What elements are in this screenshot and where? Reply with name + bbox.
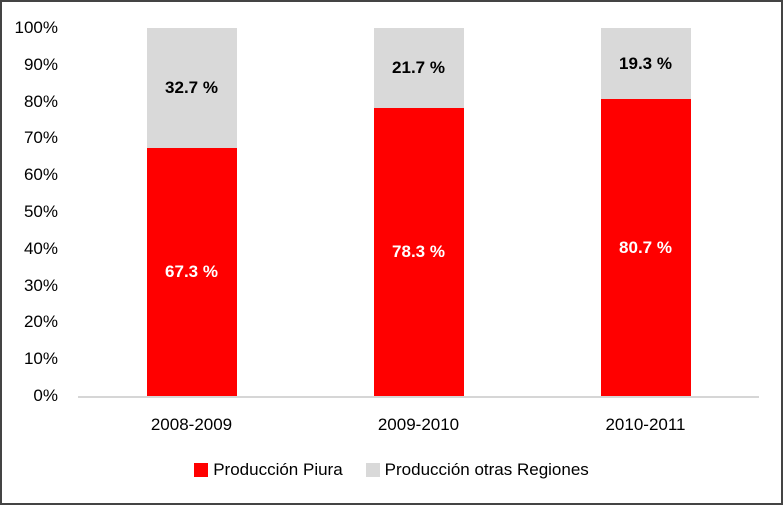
bar-value-label: 19.3 % bbox=[619, 53, 672, 73]
legend-label: Producción Piura bbox=[213, 460, 343, 479]
x-axis-label: 2010-2011 bbox=[605, 415, 686, 434]
x-axis-label: 2008-2009 bbox=[150, 415, 233, 434]
legend-item: Producción Piura bbox=[194, 460, 343, 480]
stacked-bar: 32.7 % 67.3 % bbox=[146, 28, 237, 396]
legend-swatch-icon bbox=[365, 463, 380, 477]
bar-value-label: 67.3 % bbox=[165, 262, 218, 282]
y-axis-tick-label: 80% bbox=[23, 91, 58, 111]
bar-slot: 21.7 % 78.3 % bbox=[305, 28, 532, 396]
bar-segment: 67.3 % bbox=[146, 148, 237, 396]
bar-value-label: 78.3 % bbox=[392, 241, 445, 261]
legend-item: Producción otras Regiones bbox=[365, 460, 589, 480]
stacked-bar: 21.7 % 78.3 % bbox=[373, 28, 464, 396]
bar-segment: 78.3 % bbox=[373, 107, 464, 396]
y-axis-tick-label: 90% bbox=[23, 54, 58, 74]
bar-segment: 19.3 % bbox=[600, 28, 691, 100]
bar-segment: 32.7 % bbox=[146, 28, 237, 149]
bar-slot: 19.3 % 80.7 % bbox=[532, 28, 759, 396]
stacked-bar: 19.3 % 80.7 % bbox=[600, 28, 691, 396]
y-axis-tick-label: 60% bbox=[23, 165, 58, 185]
bars-layer: 32.7 % 67.3 % 21.7 % 78.3 % 19.3 % 80.7 % bbox=[78, 28, 759, 396]
y-axis-tick-label: 0% bbox=[33, 386, 58, 405]
bar-segment: 21.7 % bbox=[373, 28, 464, 108]
x-axis-label: 2009-2010 bbox=[377, 415, 460, 434]
bar-slot: 32.7 % 67.3 % bbox=[78, 28, 305, 396]
y-axis-tick-label: 30% bbox=[23, 275, 58, 295]
legend-label: Producción otras Regiones bbox=[384, 460, 589, 479]
bar-value-label: 32.7 % bbox=[165, 78, 218, 98]
bar-value-label: 80.7 % bbox=[619, 237, 672, 257]
x-axis: 2008-2009 2009-2010 2010-2011 bbox=[78, 414, 759, 436]
bar-value-label: 21.7 % bbox=[392, 57, 445, 77]
legend-swatch-icon bbox=[194, 463, 209, 477]
plot-area: 32.7 % 67.3 % 21.7 % 78.3 % 19.3 % 80.7 % bbox=[78, 28, 759, 398]
y-axis-tick-label: 50% bbox=[23, 202, 58, 221]
y-axis-tick-label: 10% bbox=[23, 349, 58, 369]
y-axis-tick-label: 20% bbox=[23, 312, 58, 332]
y-axis-tick-label: 70% bbox=[23, 128, 58, 148]
y-axis: 0% 10% 20% 30% 40% 50% 60% 70% 80% 90% 100% bbox=[2, 18, 58, 405]
y-axis-tick-label: 100% bbox=[14, 18, 58, 37]
y-axis-tick-label: 40% bbox=[23, 238, 58, 258]
bar-segment: 80.7 % bbox=[600, 99, 691, 396]
legend: Producción Piura Producción otras Regione… bbox=[2, 460, 781, 480]
